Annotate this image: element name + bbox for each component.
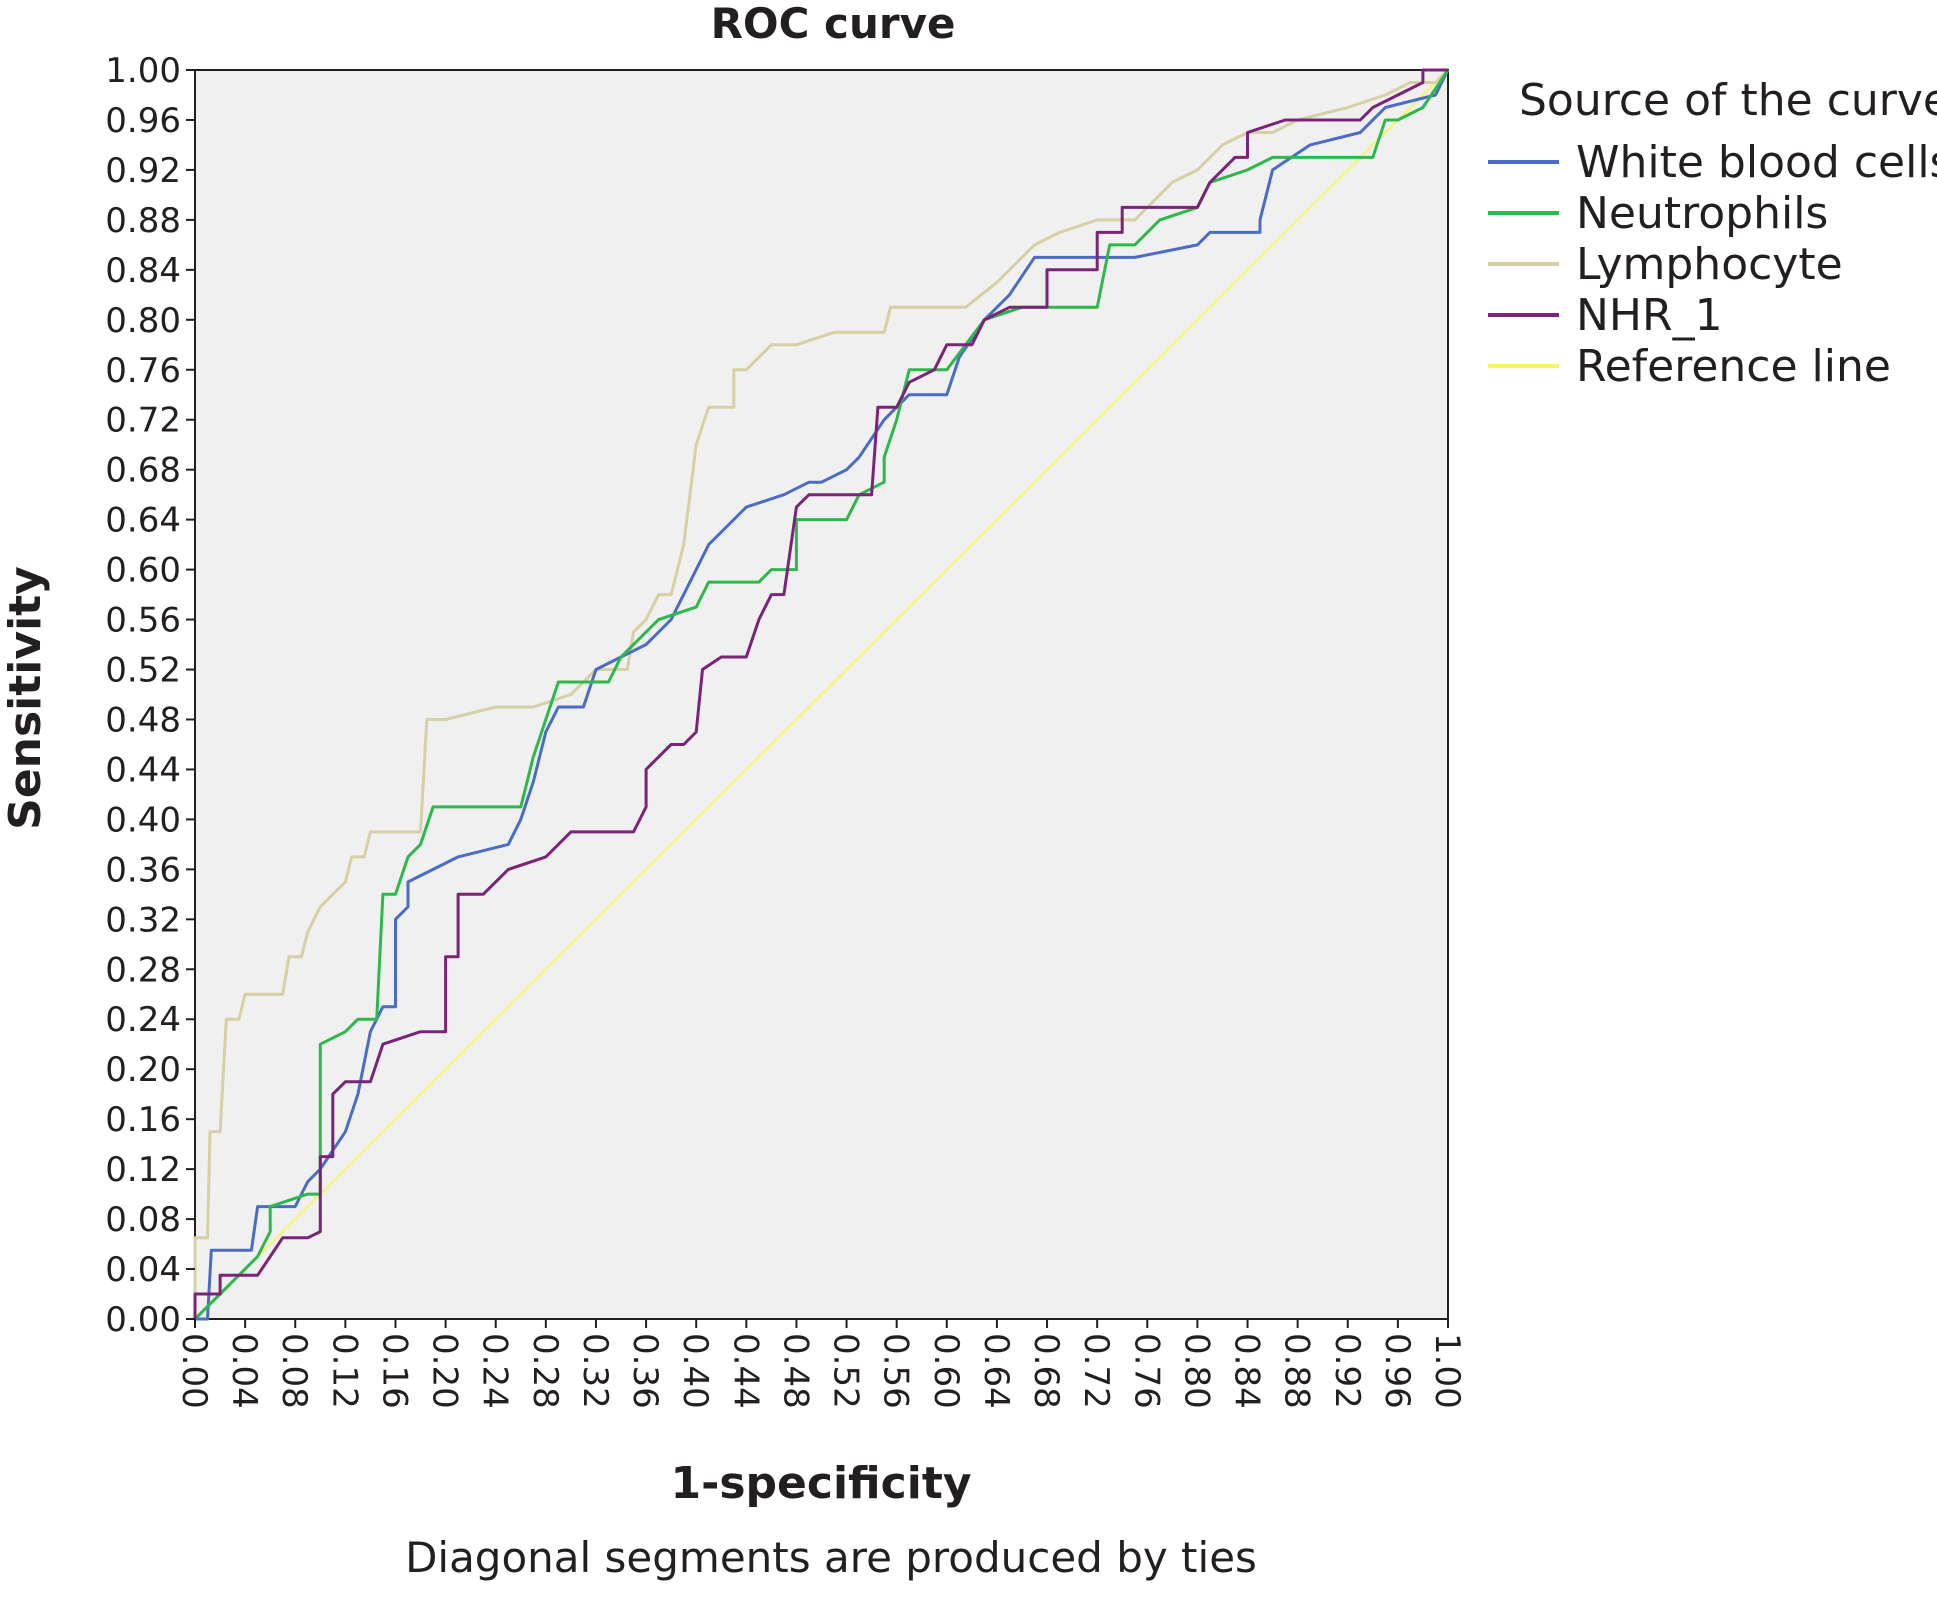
x-tick-label: 0.64 — [976, 1333, 1016, 1409]
x-tick-label: 0.56 — [876, 1333, 916, 1409]
x-tick-label: 0.44 — [725, 1333, 765, 1409]
legend: Source of the curve White blood cellsNeu… — [1488, 75, 1937, 392]
roc-line-white-blood-cells — [195, 69, 1450, 1321]
y-tick-label: 0.80 — [105, 301, 181, 341]
x-tick-label: 0.16 — [374, 1333, 414, 1409]
x-tick-label: 0.04 — [224, 1333, 264, 1409]
y-tick-label: 0.20 — [105, 1050, 181, 1090]
y-tick-label: 0.88 — [105, 201, 181, 241]
roc-line-reference-line — [194, 69, 1449, 1320]
x-tick-label: 0.40 — [675, 1333, 715, 1409]
x-tick-label: 0.80 — [1176, 1333, 1216, 1409]
x-tick-label: 0.24 — [475, 1333, 515, 1409]
y-tick-label: 0.60 — [105, 551, 181, 591]
footnote: Diagonal segments are produced by ties — [405, 1533, 1257, 1582]
x-tick-label: 0.92 — [1327, 1333, 1367, 1409]
x-axis-label: 1-specificity — [670, 1458, 971, 1509]
y-tick-label: 0.08 — [105, 1200, 181, 1240]
roc-line-neutrophils — [193, 69, 1450, 1321]
y-tick-label: 0.48 — [105, 700, 181, 740]
x-tick-label: 0.72 — [1076, 1333, 1116, 1409]
x-tick-label: 0.68 — [1026, 1333, 1066, 1409]
x-tick-label: 0.84 — [1227, 1333, 1267, 1409]
x-tick-label: 0.52 — [826, 1333, 866, 1409]
x-tick-label: 0.36 — [625, 1333, 665, 1409]
legend-entry: Reference line — [1576, 341, 1891, 392]
legend-entry: Lymphocyte — [1576, 239, 1843, 290]
y-tick-label: 0.64 — [105, 501, 181, 541]
y-tick-label: 0.40 — [105, 800, 181, 840]
x-tick-label: 0.88 — [1277, 1333, 1317, 1409]
y-tick-label: 0.28 — [105, 950, 181, 990]
y-tick-label: 1.00 — [105, 51, 181, 91]
y-tick-label: 0.36 — [105, 850, 181, 890]
roc-line-lymphocyte — [193, 68, 1450, 1319]
y-tick-label: 0.12 — [105, 1150, 181, 1190]
roc-line-nhr-1 — [193, 68, 1448, 1319]
x-tick-label: 0.00 — [174, 1333, 214, 1409]
y-tick-label: 0.44 — [105, 750, 181, 790]
y-tick-label: 0.96 — [105, 101, 181, 141]
y-axis-label: Sensitivity — [0, 566, 51, 830]
y-tick-label: 0.24 — [105, 1000, 181, 1040]
legend-entry: White blood cells — [1576, 137, 1937, 188]
x-tick-label: 0.48 — [775, 1333, 815, 1409]
legend-entry: NHR_1 — [1576, 290, 1723, 341]
y-tick-label: 0.68 — [105, 451, 181, 491]
x-tick-label: 0.20 — [425, 1333, 465, 1409]
x-tick-label: 1.00 — [1427, 1333, 1467, 1409]
y-tick-label: 0.04 — [105, 1250, 181, 1290]
chart-title: ROC curve — [711, 0, 956, 48]
x-tick-label: 0.28 — [525, 1333, 565, 1409]
x-tick-label: 0.08 — [274, 1333, 314, 1409]
y-tick-label: 0.92 — [105, 151, 181, 191]
y-tick-label: 0.16 — [105, 1100, 181, 1140]
y-tick-label: 0.00 — [105, 1300, 181, 1340]
x-tick-label: 0.32 — [575, 1333, 615, 1409]
x-tick-label: 0.96 — [1377, 1333, 1417, 1409]
y-tick-label: 0.76 — [105, 351, 181, 391]
y-tick-label: 0.52 — [105, 651, 181, 691]
curves — [193, 68, 1450, 1321]
legend-entry: Neutrophils — [1576, 188, 1828, 239]
x-tick-label: 0.60 — [926, 1333, 966, 1409]
x-tick-label: 0.76 — [1126, 1333, 1166, 1409]
y-axis: 0.00 0.04 0.08 0.12 0.16 0.20 0.24 0.28 0.32 0.36… — [105, 51, 195, 1340]
legend-title: Source of the curve — [1519, 75, 1937, 126]
y-tick-label: 0.84 — [105, 251, 181, 291]
x-axis: 0.00 0.04 0.08 0.12 0.16 0.20 0.24 0.28 0.32 0.36… — [174, 1319, 1467, 1409]
y-tick-label: 0.72 — [105, 401, 181, 441]
y-tick-label: 0.32 — [105, 900, 181, 940]
y-tick-label: 0.56 — [105, 601, 181, 641]
x-tick-label: 0.12 — [324, 1333, 364, 1409]
